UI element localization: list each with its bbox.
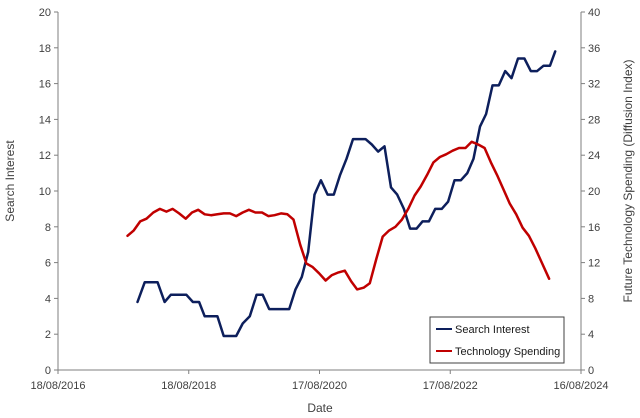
left-y-tick-label: 4 [45, 293, 51, 305]
left-y-tick-labels: 0 2 4 6 8 10 12 14 16 18 20 [39, 7, 58, 377]
x-tick-label: 16/08/2024 [553, 380, 608, 392]
x-axis-title: Date [307, 401, 333, 415]
left-y-axis-title: Search Interest [3, 140, 17, 222]
series-layer [126, 50, 557, 338]
x-tick-label: 18/08/2016 [30, 380, 85, 392]
series-line-search-interest [136, 50, 557, 338]
x-tick-label: 17/08/2020 [292, 380, 347, 392]
legend-box [429, 316, 565, 364]
left-y-tick-label: 12 [39, 150, 51, 162]
right-y-tick-label: 32 [588, 79, 600, 91]
right-y-axis-title: Future Technology Spending (Diffusion In… [621, 59, 635, 302]
x-tick-label: 18/08/2018 [161, 380, 216, 392]
right-y-tick-label: 24 [588, 150, 600, 162]
right-y-tick-label: 28 [588, 114, 600, 126]
left-y-tick-label: 0 [45, 365, 51, 377]
series-line-technology-spending [126, 140, 551, 291]
left-y-tick-label: 10 [39, 186, 51, 198]
left-y-tick-label: 2 [45, 329, 51, 341]
x-tick-labels: 18/08/2016 18/08/2018 17/08/2020 17/08/2022… [30, 370, 609, 392]
legend-label-search-interest: Search Interest [455, 324, 530, 336]
right-y-tick-label: 16 [588, 222, 600, 234]
left-y-tick-label: 20 [39, 7, 51, 19]
left-y-tick-label: 8 [45, 222, 51, 234]
right-y-tick-labels: 0 4 8 12 16 20 24 28 32 36 40 [581, 7, 600, 377]
right-y-tick-label: 40 [588, 7, 600, 19]
left-y-tick-label: 18 [39, 43, 51, 55]
right-y-tick-label: 36 [588, 43, 600, 55]
left-y-tick-label: 16 [39, 79, 51, 91]
right-y-tick-label: 4 [588, 329, 594, 341]
right-y-tick-label: 0 [588, 365, 594, 377]
right-y-tick-label: 8 [588, 293, 594, 305]
left-y-tick-label: 14 [39, 114, 51, 126]
right-y-tick-label: 20 [588, 186, 600, 198]
legend-label-technology-spending: Technology Spending [455, 346, 560, 358]
right-y-tick-label: 12 [588, 258, 600, 270]
legend: Search Interest Technology Spending [429, 316, 565, 364]
x-tick-label: 17/08/2022 [423, 380, 478, 392]
left-y-tick-label: 6 [45, 258, 51, 270]
